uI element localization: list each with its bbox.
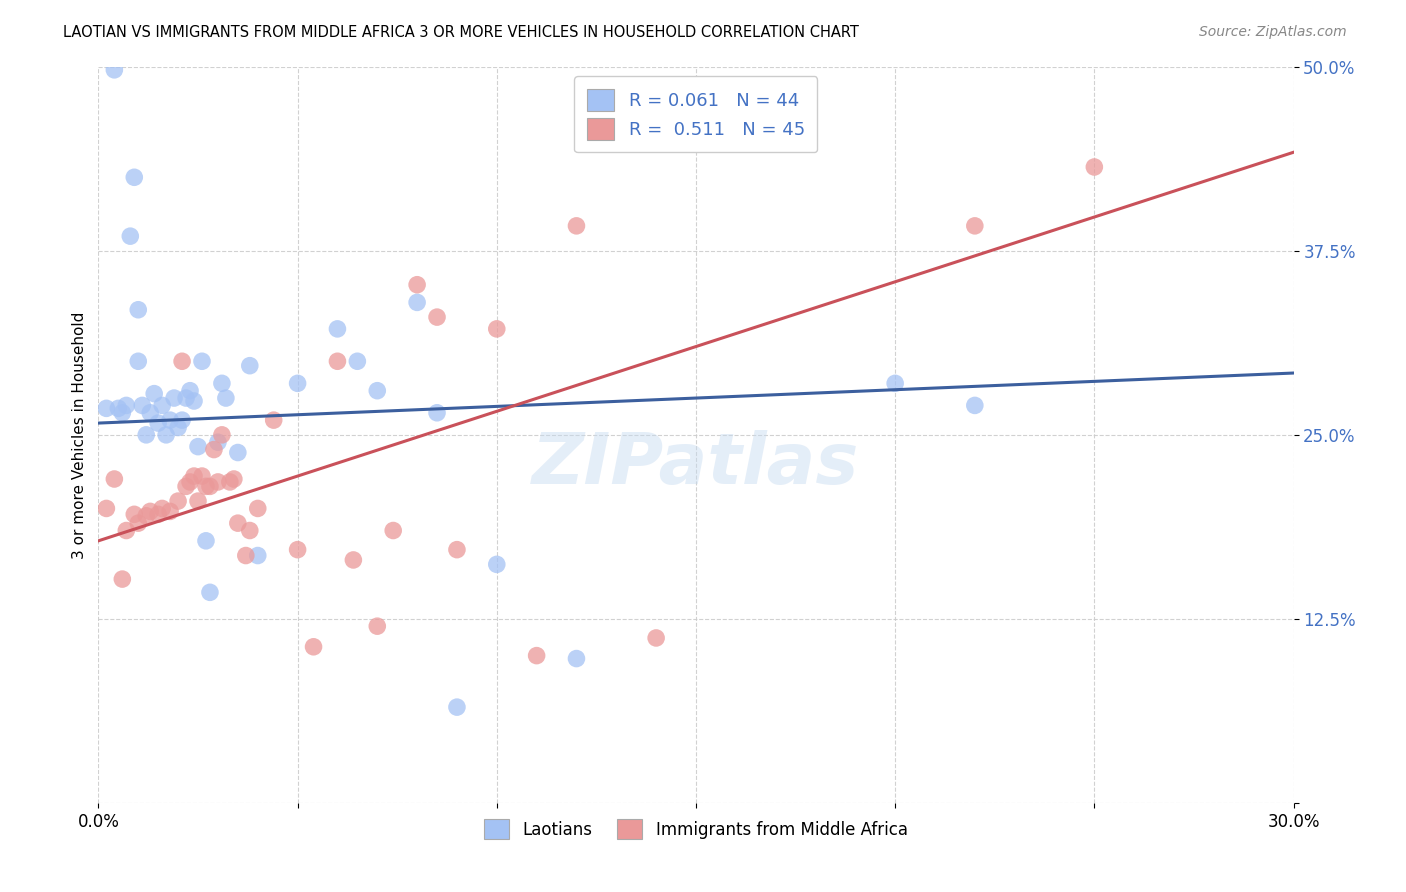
Point [485,322,508,336]
Point [226,516,249,530]
Point [96,401,118,416]
Point [195,533,218,548]
Point [963,398,986,412]
Point [565,219,588,233]
Point [107,401,129,416]
Point [174,391,197,405]
Point [191,354,214,368]
Point [446,700,468,714]
Point [195,479,218,493]
Point [211,376,233,391]
Point [406,295,429,310]
Point [287,542,309,557]
Point [155,427,177,442]
Point [215,391,238,405]
Point [342,553,364,567]
Point [148,508,170,522]
Point [103,472,125,486]
Point [148,416,170,430]
Point [115,398,138,412]
Point [239,524,262,538]
Point [346,354,368,368]
Point [246,501,269,516]
Point [485,558,508,572]
Point [172,354,194,368]
Point [426,406,449,420]
Legend: Laotians, Immigrants from Middle Africa: Laotians, Immigrants from Middle Africa [478,813,914,846]
Point [198,585,221,599]
Point [124,170,146,185]
Point [1083,160,1105,174]
Point [127,354,149,368]
Text: Source: ZipAtlas.com: Source: ZipAtlas.com [1199,25,1347,39]
Point [446,542,468,557]
Point [187,440,209,454]
Point [565,651,588,665]
Point [163,391,186,405]
Point [426,310,449,325]
Point [124,508,146,522]
Point [191,469,214,483]
Point [645,631,668,645]
Point [131,398,153,412]
Point [246,549,269,563]
Point [179,475,201,489]
Point [183,469,205,483]
Point [326,354,349,368]
Point [239,359,262,373]
Point [219,475,242,489]
Point [207,475,229,489]
Point [366,384,388,398]
Point [139,406,162,420]
Point [183,394,205,409]
Point [159,413,181,427]
Text: ZIPatlas: ZIPatlas [533,430,859,499]
Point [159,504,181,518]
Point [167,494,190,508]
Point [963,219,986,233]
Point [226,445,249,459]
Point [143,386,166,401]
Point [174,479,197,493]
Point [222,472,245,486]
Point [302,640,325,654]
Point [127,302,149,317]
Point [198,479,221,493]
Point [135,427,157,442]
Y-axis label: 3 or more Vehicles in Household: 3 or more Vehicles in Household [72,311,87,558]
Point [263,413,285,427]
Point [135,508,157,523]
Point [211,427,233,442]
Point [326,322,349,336]
Point [207,435,229,450]
Point [202,442,225,457]
Point [115,524,138,538]
Point [884,376,907,391]
Point [111,406,134,420]
Point [150,501,173,516]
Point [167,420,190,434]
Point [150,398,173,412]
Text: LAOTIAN VS IMMIGRANTS FROM MIDDLE AFRICA 3 OR MORE VEHICLES IN HOUSEHOLD CORRELA: LAOTIAN VS IMMIGRANTS FROM MIDDLE AFRICA… [63,25,859,40]
Point [235,549,257,563]
Point [526,648,548,663]
Point [382,524,405,538]
Point [111,572,134,586]
Point [127,516,149,530]
Point [187,494,209,508]
Point [96,501,118,516]
Point [120,229,142,244]
Point [172,413,194,427]
Point [103,62,125,77]
Point [179,384,201,398]
Point [139,504,162,518]
Point [406,277,429,292]
Point [287,376,309,391]
Point [366,619,388,633]
